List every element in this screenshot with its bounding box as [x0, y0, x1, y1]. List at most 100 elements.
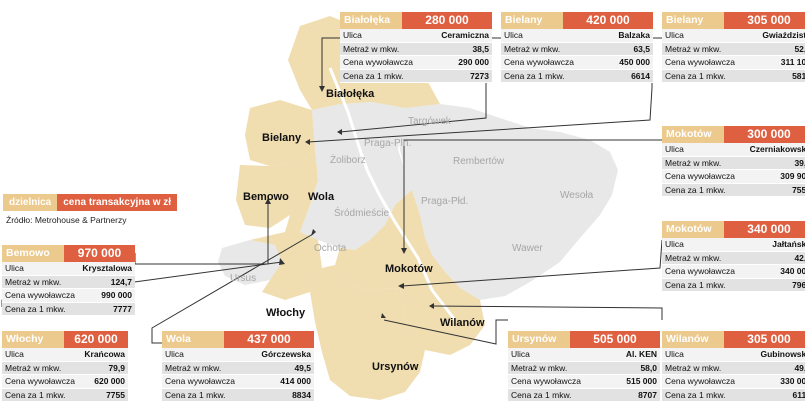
- card-price: 420 000: [563, 12, 653, 29]
- card-mokotow-1: Mokotów 300 000 Ulica Czerniakowska Metraż…: [662, 126, 805, 197]
- label-srodmiescie: Śródmieście: [334, 208, 390, 219]
- row-value: 309 900: [780, 171, 805, 181]
- row-label: Metraż w mkw.: [165, 362, 222, 373]
- row-value: 124,7: [110, 276, 132, 287]
- row-value: 63,5: [633, 43, 650, 54]
- row-value: 7557: [792, 184, 805, 195]
- row-label: Cena za 1 mkw.: [504, 70, 565, 81]
- card-price: 300 000: [724, 126, 805, 143]
- row-value: 7777: [113, 303, 132, 314]
- row-value: Krańcowa: [84, 349, 125, 359]
- row-label: Cena wywoławcza: [343, 57, 413, 67]
- row-value: 414 000: [280, 376, 311, 386]
- row-label: Metraż w mkw.: [5, 362, 62, 373]
- row-label: Ulica: [5, 263, 24, 273]
- row-value: 49,9: [794, 362, 805, 373]
- map-district-bemowo: [236, 162, 300, 228]
- label-praga-pld: Praga-Płd.: [421, 196, 469, 207]
- row-value: 311 100: [780, 57, 805, 67]
- card-price: 340 000: [724, 221, 805, 238]
- map-district-mokotow: [335, 190, 432, 290]
- row-label: Metraż w mkw.: [5, 276, 62, 287]
- label-bialoleka: Białołęka: [326, 88, 375, 100]
- row-label: Ulica: [665, 144, 684, 154]
- card-price: 970 000: [64, 245, 135, 262]
- row-value: 79,9: [108, 362, 125, 373]
- row-label: Ulica: [343, 30, 362, 40]
- row-value: Jałtańska: [772, 239, 805, 249]
- row-value: Gwiaździsta: [762, 30, 805, 40]
- row-label: Cena za 1 mkw.: [165, 389, 226, 400]
- row-label: Cena za 1 mkw.: [5, 303, 66, 314]
- card-bemowo: Bemowo 970 000 Ulica Krysztalowa Metraż w …: [2, 245, 135, 316]
- card-bielany-1: Bielany 420 000 Ulica Balzaka Metraż w mkw…: [501, 12, 653, 83]
- label-wesola: Wesoła: [560, 190, 594, 201]
- row-value: 8834: [292, 389, 311, 400]
- row-value: Ceramiczna: [441, 30, 489, 40]
- card-district: Bielany: [662, 12, 724, 29]
- label-praga-pln: Praga-Pln.: [364, 138, 412, 149]
- row-value: 620 000: [94, 376, 125, 386]
- label-wawer: Wawer: [512, 243, 543, 254]
- card-district: Białołęka: [340, 12, 402, 29]
- row-value: Gubinowska: [760, 349, 805, 359]
- map-gray-center: [300, 102, 412, 250]
- row-label: Cena za 1 mkw.: [665, 279, 726, 290]
- row-value: 42,7: [794, 252, 805, 263]
- card-district: Mokotów: [662, 126, 724, 143]
- map-gray-east: [398, 104, 618, 300]
- card-ursynow: Ursynów 505 000 Ulica Al. KEN Metraż w mkw…: [508, 331, 660, 402]
- row-value: 38,5: [472, 43, 489, 54]
- label-zoliborz: Żoliborz: [330, 155, 366, 166]
- row-value: 49,5: [294, 362, 311, 373]
- card-wlochy: Włochy 620 000 Ulica Krańcowa Metraż w mkw…: [2, 331, 128, 402]
- label-mokotow: Mokotów: [385, 263, 433, 275]
- row-value: 5810: [792, 70, 805, 81]
- row-value: 515 000: [626, 376, 657, 386]
- label-bielany: Bielany: [262, 132, 302, 144]
- row-label: Ulica: [511, 349, 530, 359]
- label-wilanow: Wilanów: [440, 317, 485, 329]
- row-label: Metraż w mkw.: [665, 362, 722, 373]
- label-ursus: Ursus: [230, 273, 257, 284]
- row-label: Cena wywoławcza: [504, 57, 574, 67]
- legend-price: cena transakcyjna w zł: [57, 194, 178, 211]
- row-label: Cena wywoławcza: [665, 376, 735, 386]
- card-district: Ursynów: [508, 331, 570, 348]
- row-label: Cena za 1 mkw.: [511, 389, 572, 400]
- row-label: Metraż w mkw.: [511, 362, 568, 373]
- card-price: 305 000: [724, 331, 805, 348]
- row-label: Cena wywoławcza: [5, 290, 75, 300]
- row-label: Metraż w mkw.: [665, 252, 722, 263]
- card-district: Wola: [162, 331, 224, 348]
- card-district: Bielany: [501, 12, 563, 29]
- leader-lines: [1, 37, 663, 345]
- row-value: Balzaka: [618, 30, 650, 40]
- row-label: Cena wywoławcza: [165, 376, 235, 386]
- row-label: Cena wywoławcza: [5, 376, 75, 386]
- label-bemowo: Bemowo: [243, 191, 289, 203]
- row-label: Ulica: [165, 349, 184, 359]
- row-label: Ulica: [665, 30, 684, 40]
- row-value: Krysztalowa: [82, 263, 132, 273]
- map-district-ursynow: [310, 265, 425, 400]
- row-label: Cena wywoławcza: [665, 57, 735, 67]
- source-note: Źródło: Metrohouse & Partnerzy: [6, 215, 127, 225]
- label-wola: Wola: [308, 191, 335, 203]
- row-value: 990 000: [101, 290, 132, 300]
- row-value: 6614: [631, 70, 650, 81]
- label-ursynow: Ursynów: [372, 361, 419, 373]
- row-label: Metraż w mkw.: [665, 43, 722, 54]
- map-district-wlochy: [250, 232, 322, 300]
- map-district-bielany: [245, 100, 315, 166]
- row-value: 58,0: [640, 362, 657, 373]
- row-value: 52,5: [794, 43, 805, 54]
- leader-arrows: [265, 86, 434, 318]
- card-price: 437 000: [224, 331, 314, 348]
- row-label: Ulica: [5, 349, 24, 359]
- card-wola: Wola 437 000 Ulica Górczewska Metraż w mkw…: [162, 331, 314, 402]
- row-label: Metraż w mkw.: [343, 43, 400, 54]
- row-value: 290 000: [458, 57, 489, 67]
- row-value: 450 000: [619, 57, 650, 67]
